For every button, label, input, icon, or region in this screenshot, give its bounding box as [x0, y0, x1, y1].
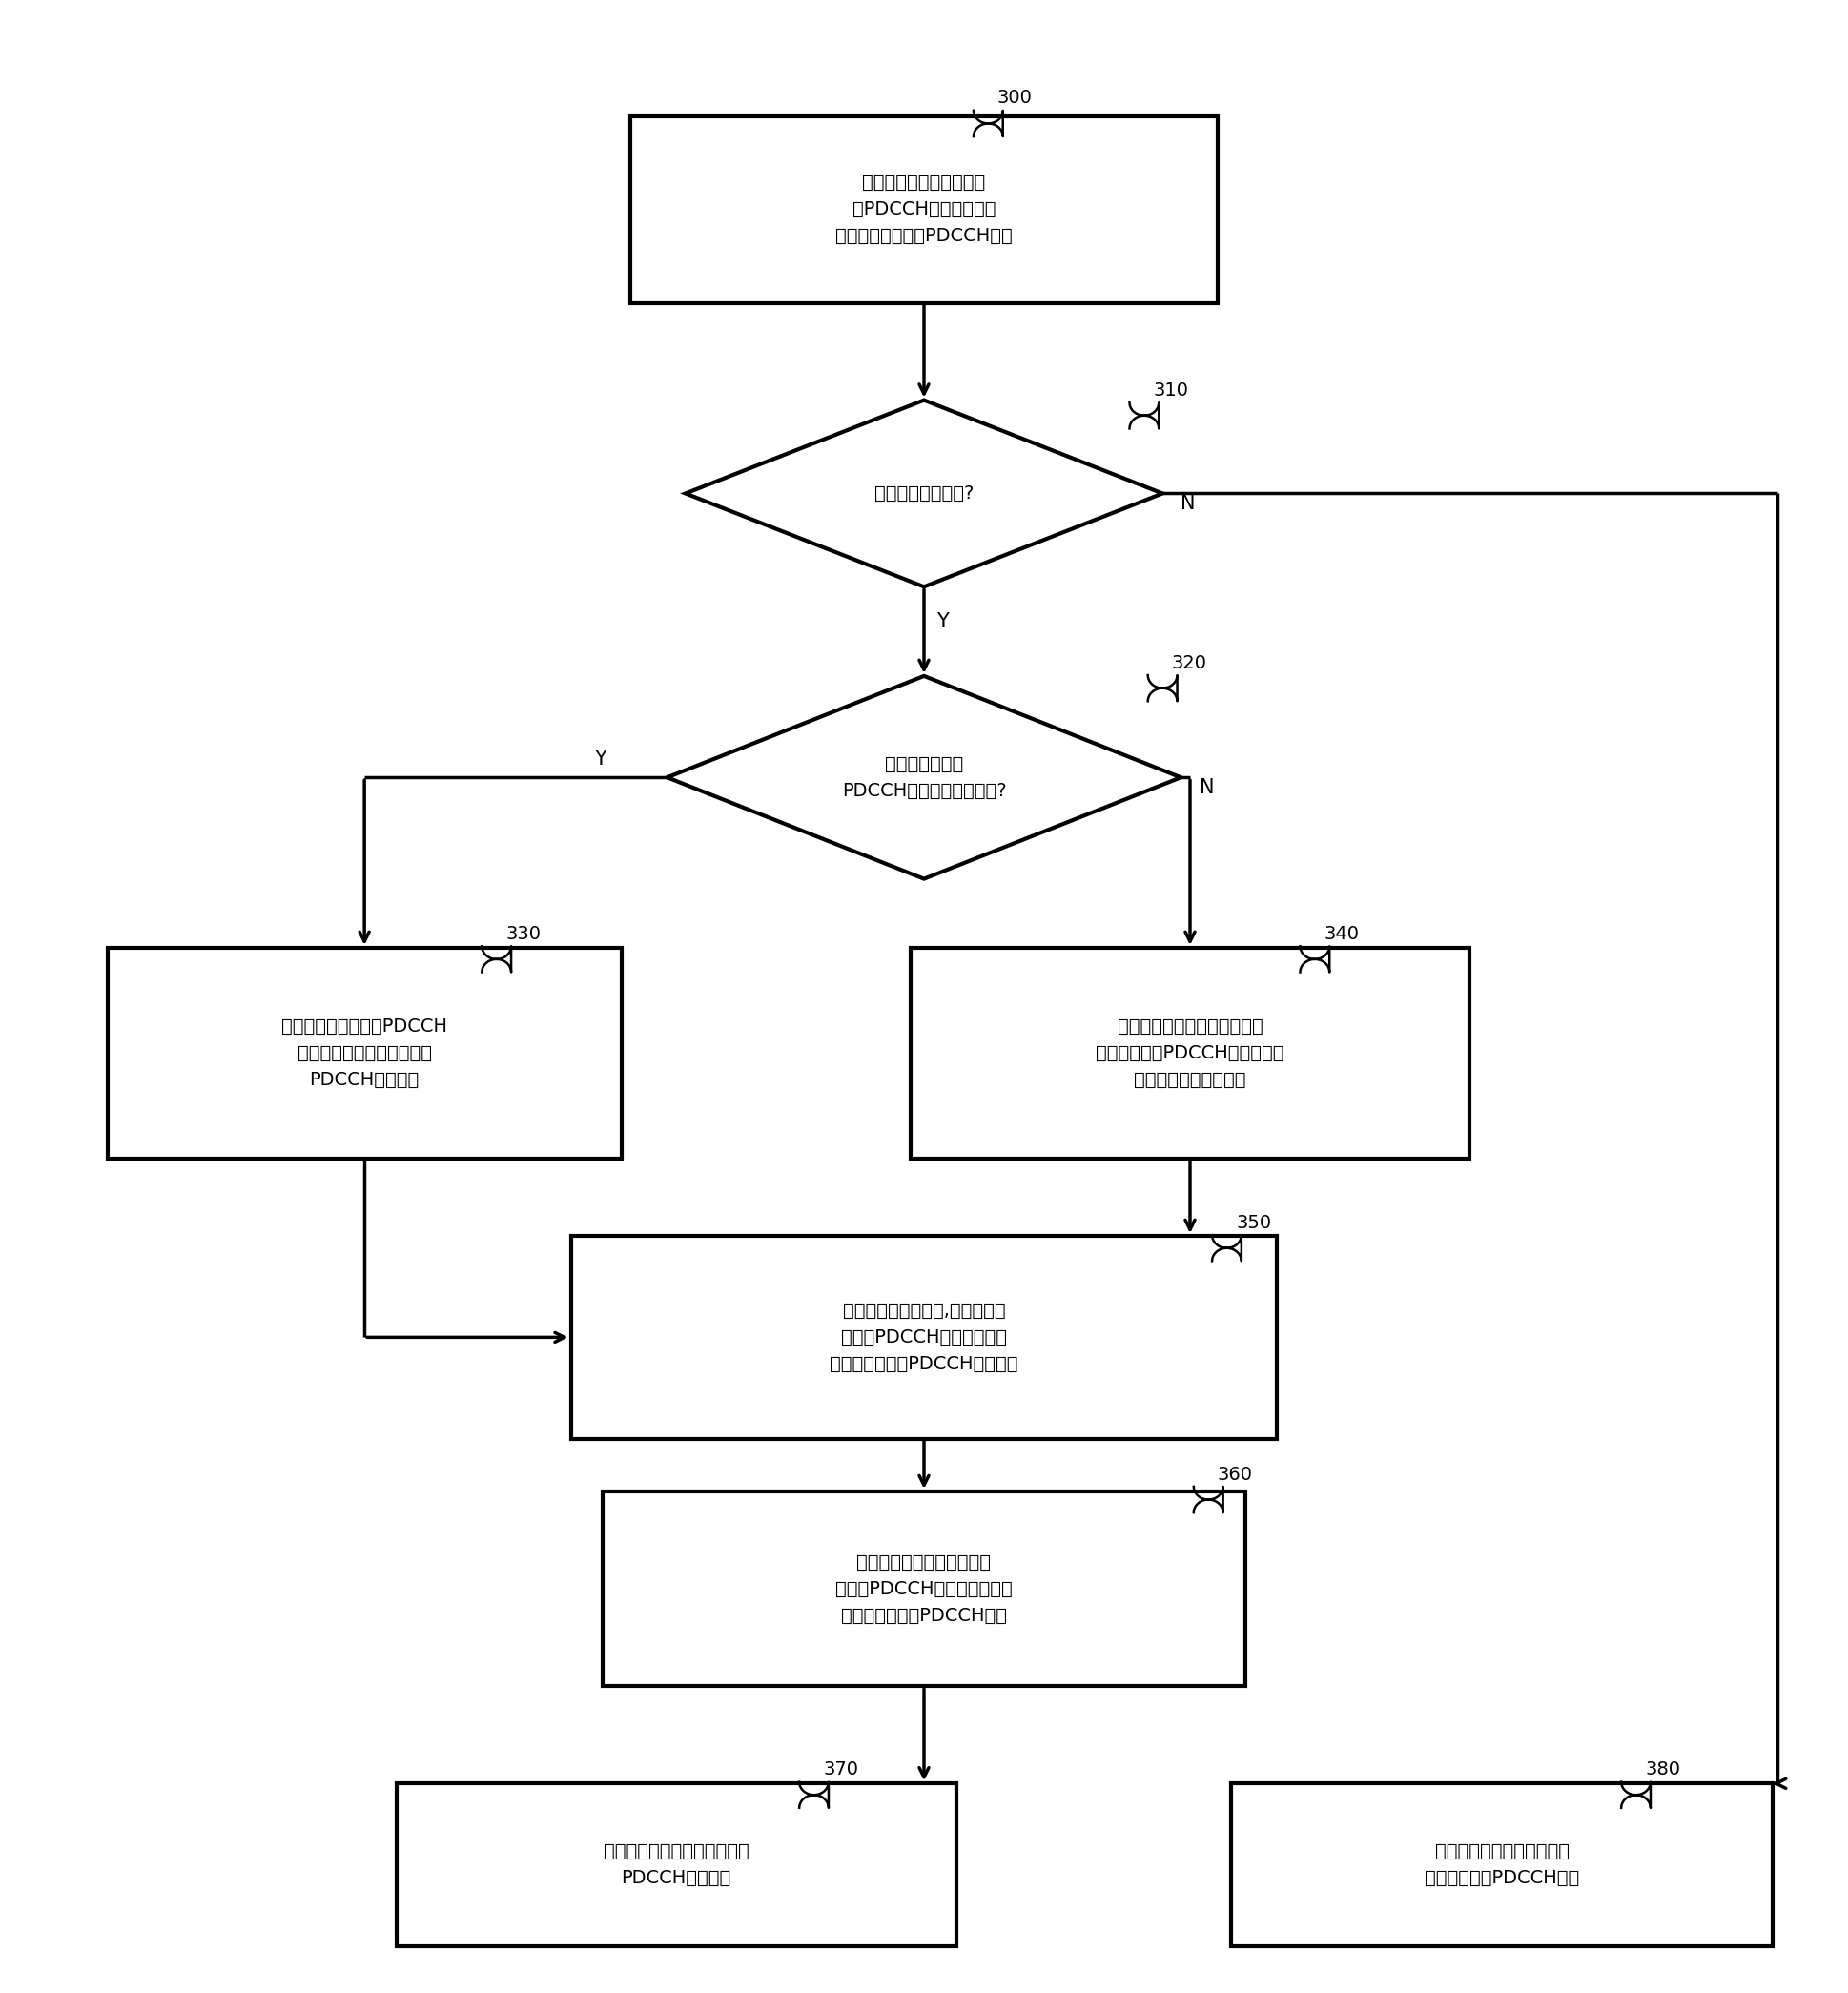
Bar — [630, 116, 1218, 303]
Text: N: N — [1181, 494, 1196, 514]
Polygon shape — [686, 401, 1162, 586]
Text: 350: 350 — [1236, 1214, 1271, 1232]
Bar — [1231, 1784, 1772, 1945]
Text: 370: 370 — [822, 1760, 857, 1778]
Text: 340: 340 — [1323, 925, 1360, 943]
Text: N: N — [1199, 779, 1214, 797]
Text: 使用最近一次计算获得的随机
起始位置作为PDCCH起始位置，
如果没有则使用默认值: 使用最近一次计算获得的随机 起始位置作为PDCCH起始位置， 如果没有则使用默认… — [1096, 1018, 1284, 1088]
Text: 确认无需在本下行子帧内为
干扰终端分配PDCCH资源: 确认无需在本下行子帧内为 干扰终端分配PDCCH资源 — [1425, 1842, 1580, 1887]
Text: 获得本下行帧内被测终端的
占用的PDCCH资源，调整干扰
终端不占用这些PDCCH资源: 获得本下行帧内被测终端的 占用的PDCCH资源，调整干扰 终端不占用这些PDCC… — [835, 1553, 1013, 1624]
Text: 模拟加载功能打开?: 模拟加载功能打开? — [874, 484, 974, 502]
Text: 到达变换随机的
PDCCH起始位置的周期点?: 到达变换随机的 PDCCH起始位置的周期点? — [841, 755, 1007, 799]
Text: 360: 360 — [1218, 1465, 1253, 1483]
Text: 330: 330 — [506, 925, 541, 943]
Bar — [602, 1491, 1246, 1686]
Text: 300: 300 — [998, 90, 1033, 108]
Text: 调度真实的被测终端占用
的PDCCH资源，记录已
分配给被测终端的PDCCH资源: 调度真实的被测终端占用 的PDCCH资源，记录已 分配给被测终端的PDCCH资源 — [835, 173, 1013, 245]
Text: Y: Y — [593, 749, 606, 767]
Polygon shape — [667, 676, 1181, 879]
Text: Y: Y — [937, 612, 950, 632]
Bar — [107, 949, 621, 1158]
Text: 通过随机函数在可用PDCCH
范围内获得一个随机值作为
PDCCH起始位置: 通过随机函数在可用PDCCH 范围内获得一个随机值作为 PDCCH起始位置 — [281, 1018, 447, 1088]
Text: 380: 380 — [1645, 1760, 1680, 1778]
Bar — [397, 1784, 955, 1945]
Bar — [571, 1236, 1277, 1439]
Text: 按照预设的加载比例,确定从上述
获得的PDCCH起始位置开始
需要连续加载的PDCCH资源数目: 按照预设的加载比例,确定从上述 获得的PDCCH起始位置开始 需要连续加载的PD… — [830, 1301, 1018, 1373]
Text: 310: 310 — [1153, 381, 1188, 399]
Text: 320: 320 — [1172, 654, 1207, 672]
Text: 完成本下行子帧内干扰终端的
PDCCH资源分配: 完成本下行子帧内干扰终端的 PDCCH资源分配 — [604, 1842, 748, 1887]
Bar — [911, 949, 1469, 1158]
